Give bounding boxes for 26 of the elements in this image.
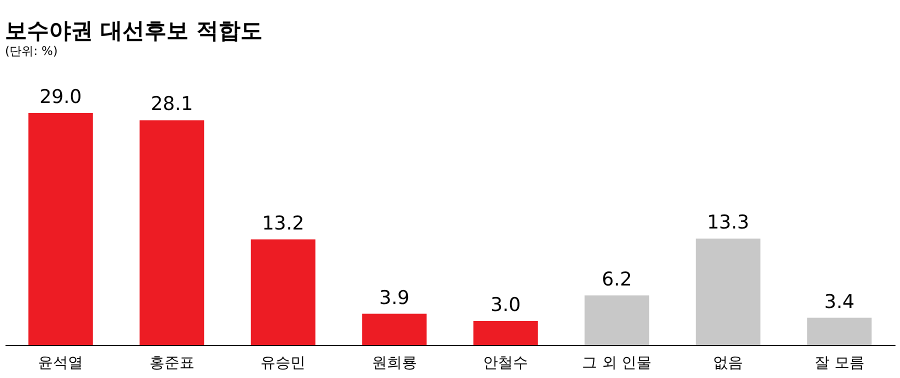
bar bbox=[28, 113, 93, 345]
x-tick-label: 홍준표 bbox=[149, 354, 194, 372]
x-tick-label: 그 외 인물 bbox=[582, 354, 652, 372]
bar bbox=[807, 318, 872, 345]
x-tick-label: 윤석열 bbox=[38, 354, 84, 372]
x-tick-label: 원희룡 bbox=[372, 354, 417, 372]
bar bbox=[362, 314, 427, 345]
chart-title: 보수야권 대선후보 적합도 bbox=[5, 19, 262, 44]
bar bbox=[473, 321, 538, 345]
bar bbox=[140, 120, 204, 345]
data-label: 13.3 bbox=[706, 212, 750, 234]
bar bbox=[584, 295, 650, 345]
bar bbox=[696, 238, 760, 345]
data-label: 3.9 bbox=[379, 286, 410, 309]
x-tick-label: 유승민 bbox=[260, 354, 306, 372]
data-label: 29.0 bbox=[39, 86, 82, 108]
bar bbox=[250, 239, 316, 345]
x-tick-label: 없음 bbox=[713, 354, 744, 372]
chart-subtitle: (단위: %) bbox=[5, 44, 58, 58]
x-tick-label: 안철수 bbox=[483, 354, 528, 372]
data-label: 13.2 bbox=[262, 212, 304, 234]
data-label: 3.0 bbox=[490, 294, 521, 316]
data-label: 6.2 bbox=[602, 268, 632, 290]
data-label: 28.1 bbox=[150, 93, 194, 116]
data-label: 3.4 bbox=[824, 290, 854, 313]
x-tick-label: 잘 모름 bbox=[814, 354, 864, 372]
